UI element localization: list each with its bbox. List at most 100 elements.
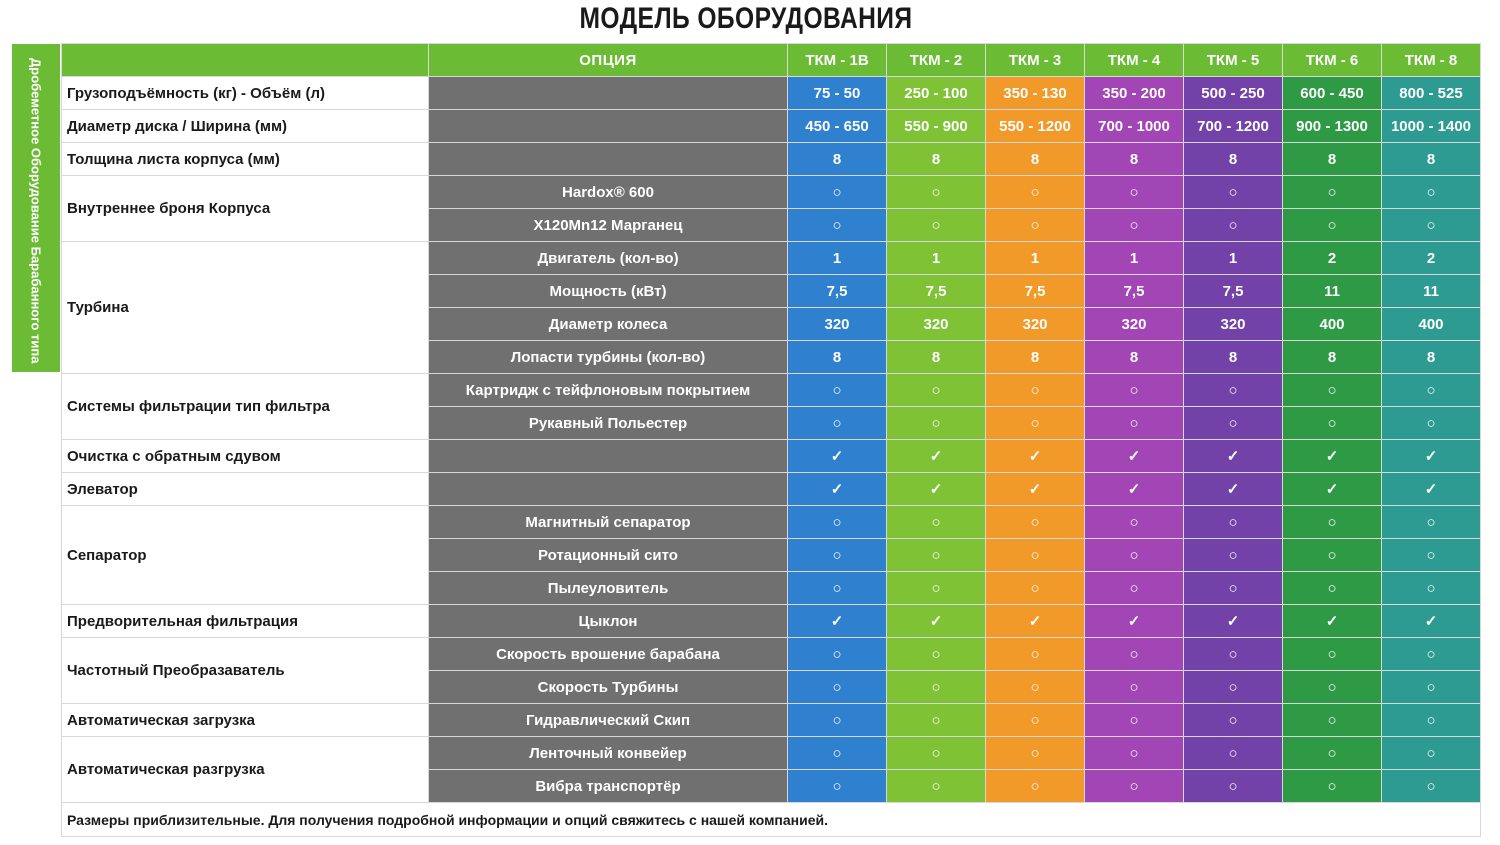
option-cell: Мощность (кВт) (428, 274, 788, 308)
table-row: Автоматическая разгрузка Ленточный конвей… (61, 736, 1481, 803)
optional-mark-cell: ○ (886, 571, 986, 605)
header-blank-cell (61, 43, 429, 77)
standard-mark-cell: ✓ (1183, 439, 1283, 473)
optional-mark-cell: ○ (985, 637, 1085, 671)
table-row: Автоматическая загрузка Гидравлический Ск… (61, 703, 1481, 737)
optional-mark-cell: ○ (1183, 373, 1283, 407)
optional-mark-cell: ○ (1282, 175, 1382, 209)
optional-mark-cell: ○ (787, 670, 887, 704)
optional-mark-cell: ○ (787, 769, 887, 803)
optional-mark-cell: ○ (1282, 769, 1382, 803)
side-category-banner (12, 44, 60, 372)
table-row: Элеватор ✓ ✓ ✓ ✓ ✓ ✓ ✓ (61, 472, 1481, 506)
value-cell: 11 (1381, 274, 1481, 308)
value-cell: 320 (985, 307, 1085, 341)
table-row: X120Mn12 Марганец ○ ○ ○ ○ ○ ○ ○ (62, 208, 1481, 242)
value-cell: 8 (1183, 340, 1283, 374)
optional-mark-cell: ○ (985, 373, 1085, 407)
optional-mark-cell: ○ (1084, 670, 1184, 704)
optional-mark-cell: ○ (1282, 505, 1382, 539)
optional-mark-cell: ○ (1381, 736, 1481, 770)
model-column-header: ТКМ - 3 (985, 43, 1085, 77)
option-column-header: ОПЦИЯ (428, 43, 788, 77)
optional-mark-cell: ○ (1282, 406, 1382, 440)
table-row: Сепаратор Магнитный сепаратор ○ ○ ○ ○ ○ ○ ○ (61, 505, 1481, 605)
option-cell: Цыклон (428, 604, 788, 638)
optional-mark-cell: ○ (1381, 373, 1481, 407)
optional-mark-cell: ○ (1084, 571, 1184, 605)
standard-mark-cell: ✓ (1282, 472, 1382, 506)
optional-mark-cell: ○ (886, 769, 986, 803)
table-row: Ротационный сито ○ ○ ○ ○ ○ ○ ○ (62, 538, 1481, 572)
optional-mark-cell: ○ (1183, 703, 1283, 737)
value-cell: 2 (1381, 241, 1481, 275)
value-cell: 450 - 650 (787, 109, 887, 143)
model-column-header: ТКМ - 8 (1381, 43, 1481, 77)
value-cell: 75 - 50 (787, 76, 887, 110)
standard-mark-cell: ✓ (985, 472, 1085, 506)
value-cell: 8 (1084, 142, 1184, 176)
value-cell: 700 - 1000 (1084, 109, 1184, 143)
value-cell: 400 (1381, 307, 1481, 341)
row-group-label: Элеватор (61, 472, 429, 506)
optional-mark-cell: ○ (787, 703, 887, 737)
model-column-header: ТКМ - 4 (1084, 43, 1184, 77)
optional-mark-cell: ○ (1183, 505, 1283, 539)
optional-mark-cell: ○ (1282, 538, 1382, 572)
standard-mark-cell: ✓ (985, 439, 1085, 473)
optional-mark-cell: ○ (1381, 175, 1481, 209)
value-cell: 320 (886, 307, 986, 341)
row-group-label: Частотный Преобразаватель (61, 637, 429, 704)
table-row: Системы фильтрации тип фильтра Картридж с… (61, 373, 1481, 440)
optional-mark-cell: ○ (787, 208, 887, 242)
optional-mark-cell: ○ (1084, 736, 1184, 770)
standard-mark-cell: ✓ (1282, 604, 1382, 638)
optional-mark-cell: ○ (886, 670, 986, 704)
optional-mark-cell: ○ (1282, 571, 1382, 605)
row-group-label: Сепаратор (61, 505, 429, 605)
optional-mark-cell: ○ (787, 571, 887, 605)
standard-mark-cell: ✓ (1183, 472, 1283, 506)
optional-mark-cell: ○ (1282, 373, 1382, 407)
value-cell: 8 (985, 142, 1085, 176)
value-cell: 400 (1282, 307, 1382, 341)
value-cell: 250 - 100 (886, 76, 986, 110)
option-cell (428, 439, 788, 473)
option-cell (428, 76, 788, 110)
standard-mark-cell: ✓ (985, 604, 1085, 638)
optional-mark-cell: ○ (1183, 637, 1283, 671)
value-cell: 320 (1183, 307, 1283, 341)
model-column-header: ТКМ - 5 (1183, 43, 1283, 77)
value-cell: 500 - 250 (1183, 76, 1283, 110)
optional-mark-cell: ○ (886, 208, 986, 242)
optional-mark-cell: ○ (1084, 208, 1184, 242)
value-cell: 600 - 450 (1282, 76, 1382, 110)
value-cell: 900 - 1300 (1282, 109, 1382, 143)
option-cell: Hardox® 600 (428, 175, 788, 209)
equipment-spec-table: ОПЦИЯ ТКМ - 1B ТКМ - 2 ТКМ - 3 ТКМ - 4 Т… (61, 43, 1481, 837)
table-row: Грузоподъёмность (кг) - Объём (л) 75 - 50… (61, 76, 1481, 110)
optional-mark-cell: ○ (1282, 637, 1382, 671)
optional-mark-cell: ○ (787, 538, 887, 572)
table-row: Внутреннее броня Корпуса Hardox® 600 ○ ○ ○ ○ ○… (61, 175, 1481, 242)
optional-mark-cell: ○ (1084, 769, 1184, 803)
table-row: Мощность (кВт) 7,5 7,5 7,5 7,5 7,5 11 11 (62, 274, 1481, 308)
value-cell: 7,5 (787, 274, 887, 308)
optional-mark-cell: ○ (1381, 637, 1481, 671)
value-cell: 350 - 200 (1084, 76, 1184, 110)
optional-mark-cell: ○ (985, 505, 1085, 539)
table-row: Толщина листа корпуса (мм) 8 8 8 8 8 8 8 (61, 142, 1481, 176)
optional-mark-cell: ○ (1381, 406, 1481, 440)
standard-mark-cell: ✓ (1381, 604, 1481, 638)
row-group-label: Автоматическая загрузка (61, 703, 429, 737)
optional-mark-cell: ○ (1183, 736, 1283, 770)
value-cell: 700 - 1200 (1183, 109, 1283, 143)
model-column-header: ТКМ - 6 (1282, 43, 1382, 77)
footer-note: Размеры приблизительные. Для получения п… (61, 802, 1481, 837)
optional-mark-cell: ○ (1084, 637, 1184, 671)
option-cell (428, 109, 788, 143)
value-cell: 8 (886, 142, 986, 176)
row-group-label: Диаметр диска / Ширина (мм) (61, 109, 429, 143)
option-cell: Двигатель (кол-во) (428, 241, 788, 275)
table-row: Диаметр колеса 320 320 320 320 320 400 400 (62, 307, 1481, 341)
